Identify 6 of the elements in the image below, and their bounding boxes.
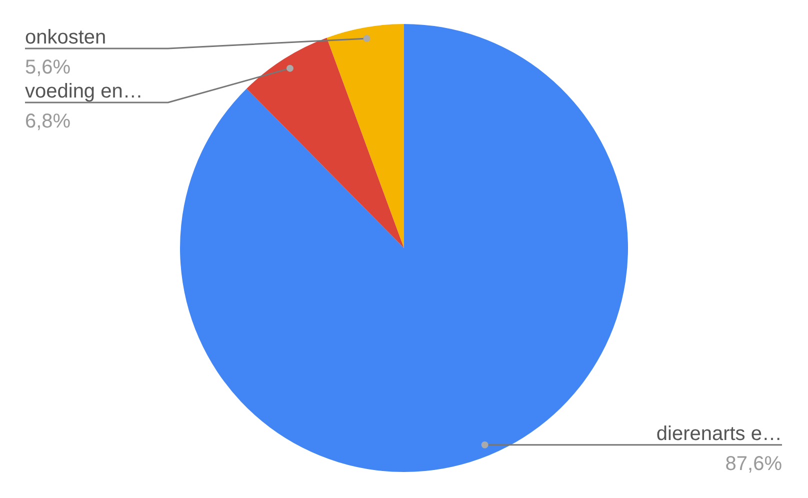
data-label: 87,6% bbox=[725, 452, 782, 475]
slice-label: voeding en… bbox=[25, 80, 143, 102]
data-label: 6,8% bbox=[25, 110, 71, 132]
data-label: 5,6% bbox=[25, 56, 71, 78]
slice-label: dierenarts e… bbox=[656, 422, 782, 445]
slice-label: onkosten bbox=[25, 26, 106, 48]
